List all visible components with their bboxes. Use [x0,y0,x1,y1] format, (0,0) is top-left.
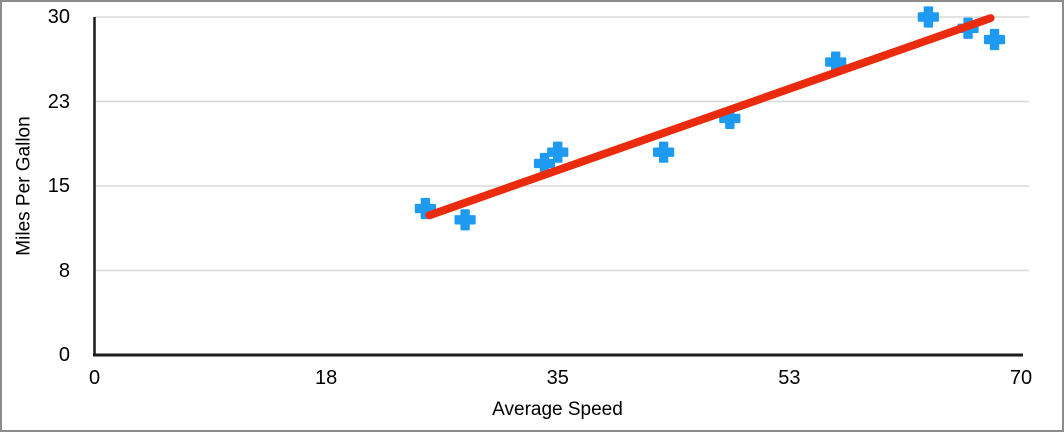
y-tick-label: 15 [47,175,70,197]
y-tick-label: 0 [58,344,70,366]
trendline[interactable] [425,14,995,220]
x-tick-label: 18 [315,367,338,389]
x-tick-label: 70 [1009,367,1033,389]
data-point-marker[interactable] [917,6,939,28]
data-point-marker[interactable] [983,28,1006,51]
y-tick-label: 30 [47,6,70,28]
x-axis-title: Average Speed [492,399,623,420]
x-tick-label: 0 [88,367,101,389]
data-point-marker[interactable] [547,141,569,163]
data-point-marker[interactable] [653,141,675,163]
y-tick-label: 8 [58,259,70,282]
x-tick-label: 35 [546,367,569,389]
x-tick-label: 53 [778,367,801,389]
y-tick-label: 23 [47,90,70,113]
data-point-marker[interactable] [454,209,476,231]
